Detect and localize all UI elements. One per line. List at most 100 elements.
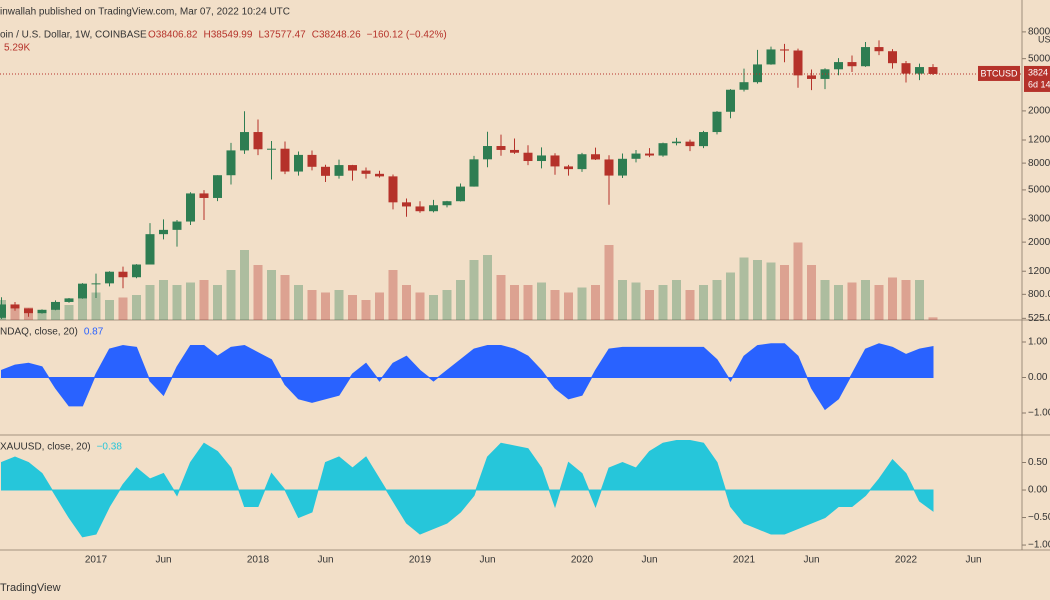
y-tick-label: −1.00 — [1028, 408, 1050, 419]
volume-bar — [321, 292, 330, 320]
volume-bar — [861, 280, 870, 320]
candle-body — [334, 165, 344, 176]
y-tick-label: 0.00 — [1028, 485, 1048, 496]
y-tick-label: 5000.00 — [1028, 185, 1050, 196]
volume-bar — [766, 262, 776, 320]
indicator-title: NDAQ, close, 20) — [0, 327, 78, 338]
candle-body — [847, 62, 857, 67]
candle-body — [901, 63, 911, 74]
candle-body — [132, 264, 141, 278]
candle-body — [726, 89, 735, 112]
candle-body — [564, 166, 573, 170]
candle-body — [186, 193, 195, 222]
x-tick-label: 2022 — [895, 555, 918, 566]
volume-bar — [820, 280, 830, 320]
volume-bar — [672, 280, 681, 320]
candle-body — [712, 111, 722, 133]
candle-body — [550, 155, 560, 167]
candle-body — [105, 271, 114, 284]
candle-body — [159, 229, 168, 235]
candle-body — [307, 154, 317, 167]
volume-bar — [159, 280, 168, 320]
volume-bar — [523, 285, 533, 320]
volume-bar — [807, 265, 816, 320]
y-tick-label: 8000.00 — [1028, 158, 1050, 169]
volume-bar — [375, 292, 384, 320]
candle-body — [388, 176, 398, 203]
volume-bar — [928, 317, 938, 320]
volume-bar — [388, 270, 398, 320]
volume-bar — [199, 280, 209, 320]
volume-bar — [456, 280, 465, 320]
candle-body — [658, 143, 668, 156]
x-tick-label: Jun — [641, 555, 657, 566]
volume-bar — [874, 285, 884, 320]
x-tick-label: 2018 — [247, 555, 270, 566]
y-tick-label: 1.00 — [1028, 337, 1048, 348]
volume-bar — [510, 285, 519, 320]
candle-body — [618, 158, 627, 176]
price-value-bg — [1024, 65, 1050, 92]
candle-body — [402, 202, 411, 207]
volume-bar — [537, 282, 546, 320]
ohlc-label: O38406.82 — [148, 30, 198, 41]
x-tick-label: 2017 — [85, 555, 108, 566]
indicator-value: −0.38 — [97, 442, 123, 453]
candle-body — [294, 154, 303, 172]
candle-body — [118, 271, 128, 278]
volume-bar — [483, 255, 492, 320]
volume-bar — [591, 285, 600, 320]
volume-bar — [834, 285, 843, 320]
volume-bar — [105, 300, 114, 320]
volume-bar — [847, 282, 857, 320]
candle-body — [240, 132, 249, 151]
candle-body — [429, 205, 438, 212]
volume-bar — [307, 290, 317, 320]
volume-label: 5.29K — [4, 43, 30, 54]
volume-bar — [226, 270, 236, 320]
volume-bar — [253, 265, 263, 320]
volume-bar — [564, 292, 573, 320]
candle-body — [537, 155, 546, 162]
candle-body — [510, 149, 519, 153]
y-tick-label: 12000.00 — [1028, 135, 1050, 146]
y-tick-label: 0.00 — [1028, 372, 1048, 383]
volume-bar — [280, 275, 290, 320]
candle-body — [780, 49, 789, 51]
volume-bar — [429, 295, 438, 320]
y-tick-label: 2000.00 — [1028, 237, 1050, 248]
y-tick-label: 800.00 — [1028, 289, 1050, 300]
volume-bar — [10, 305, 20, 320]
volume-bar — [631, 282, 641, 320]
candle-body — [456, 186, 465, 202]
candle-body — [321, 166, 330, 176]
candle-body — [685, 141, 695, 147]
volume-bar — [64, 305, 74, 320]
x-tick-label: 2019 — [409, 555, 432, 566]
volume-bar — [618, 280, 627, 320]
candle-body — [604, 159, 614, 176]
candle-body — [739, 82, 749, 90]
volume-bar — [267, 270, 276, 320]
volume-bar — [145, 285, 155, 320]
candle-body — [483, 146, 492, 160]
volume-bar — [78, 297, 87, 320]
correlation-area — [1, 440, 934, 538]
x-tick-label: 2021 — [733, 555, 756, 566]
volume-bar — [361, 300, 371, 320]
candle-body — [37, 309, 47, 314]
candle-body — [51, 301, 60, 310]
y-tick-label: 80000 — [1028, 27, 1050, 38]
volume-bar — [726, 272, 735, 320]
candle-body — [834, 62, 843, 70]
volume-bar — [658, 285, 668, 320]
x-tick-label: Jun — [479, 555, 495, 566]
x-tick-label: Jun — [155, 555, 171, 566]
candle-body — [145, 234, 155, 265]
volume-bar — [132, 295, 141, 320]
candle-body — [361, 170, 371, 174]
candle-body — [199, 193, 209, 198]
y-tick-label: 50000 — [1028, 53, 1050, 64]
volume-bar — [739, 257, 749, 320]
candle-body — [172, 221, 182, 230]
